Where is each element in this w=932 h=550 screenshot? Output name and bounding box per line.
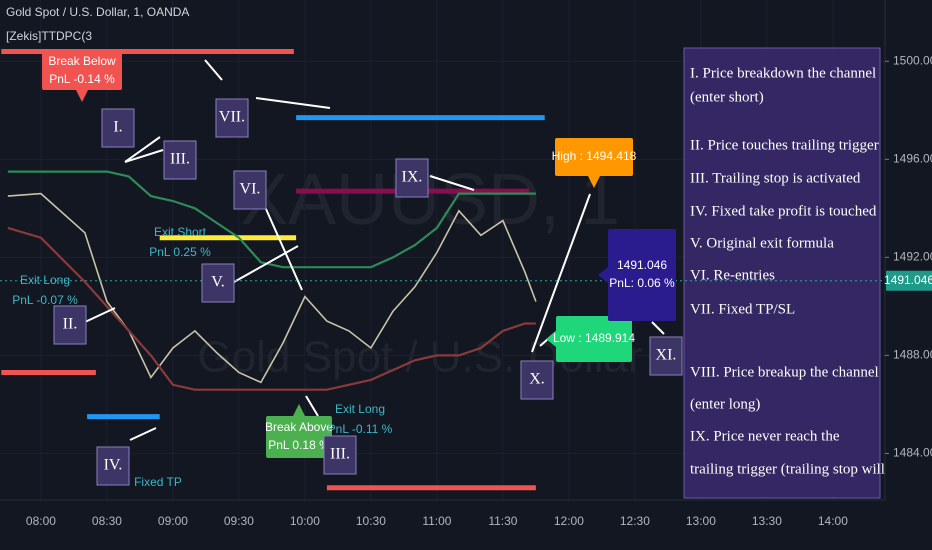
- step-label: I.: [113, 119, 122, 136]
- signal-text: PnL: 0.06 %: [609, 276, 675, 290]
- y-tick-label: 1492.000: [893, 250, 932, 264]
- exit-label: PnL -0.11 %: [328, 422, 393, 436]
- x-tick-label: 08:00: [26, 514, 56, 528]
- step-label: XI.: [656, 347, 677, 364]
- step-box: [233, 170, 267, 210]
- arrow: [129, 427, 157, 441]
- signal-text: Low : 1489.914: [553, 331, 635, 345]
- step-label: III.: [330, 446, 350, 463]
- step-label: V.: [211, 274, 225, 291]
- signal-box: [266, 416, 332, 458]
- step-box: [215, 98, 249, 138]
- note-line: II. Price touches trailing trigger: [690, 137, 879, 153]
- arrow: [261, 199, 303, 291]
- step-label: II.: [63, 316, 78, 333]
- notes-panel: [683, 47, 881, 499]
- exit-label: Exit Long: [20, 273, 70, 287]
- note-line: VIII. Price breakup the channel: [690, 364, 879, 380]
- signal-pointer: [293, 404, 305, 416]
- y-tick-label: 1500.000: [893, 53, 932, 67]
- signal-box: [608, 229, 676, 321]
- signal-text: 1491.046: [617, 258, 667, 272]
- step-box: [395, 158, 429, 198]
- current-price-box: [886, 270, 932, 291]
- note-line: V. Original exit formula: [690, 235, 834, 251]
- x-tick-label: 12:00: [554, 514, 584, 528]
- x-tick-label: 10:30: [356, 514, 386, 528]
- step-label: VI.: [240, 181, 261, 198]
- step-box: [520, 360, 554, 400]
- signal-text: Break Above: [265, 420, 333, 434]
- signal-box: [42, 52, 122, 90]
- arrow: [531, 193, 591, 353]
- note-line: (enter long): [690, 396, 760, 412]
- y-tick-label: 1484.000: [893, 446, 932, 460]
- signal-text: Break Below: [48, 54, 116, 68]
- signal-pointer: [76, 90, 88, 102]
- step-box: [201, 263, 235, 303]
- x-tick-label: 11:00: [422, 514, 451, 528]
- y-tick-label: 1496.000: [893, 151, 932, 165]
- signal-text: PnL 0.18 %: [268, 438, 330, 452]
- note-line: (enter short): [690, 89, 764, 105]
- arrow: [305, 395, 319, 417]
- step-box: [53, 305, 87, 345]
- step-label: IV.: [104, 457, 123, 474]
- note-line: III. Trailing stop is activated: [690, 170, 861, 186]
- x-tick-label: 08:30: [92, 514, 122, 528]
- note-line: IV. Fixed take profit is touched: [690, 203, 877, 219]
- step-box: [163, 140, 197, 180]
- note-line: trailing trigger (trailing stop will: [690, 461, 885, 477]
- note-line: VII. Fixed TP/SL: [690, 301, 795, 317]
- signal-pointer: [546, 331, 556, 347]
- exit-label: PnL -0.07 %: [12, 293, 78, 307]
- x-tick-label: 11:30: [488, 514, 517, 528]
- arrow: [84, 307, 116, 323]
- x-tick-label: 12:30: [620, 514, 650, 528]
- step-box: [323, 435, 357, 475]
- header-title: Gold Spot / U.S. Dollar, 1, OANDA: [6, 5, 189, 19]
- signal-box: [556, 316, 632, 362]
- exit-label: Exit Long: [335, 402, 385, 416]
- arrow: [124, 136, 161, 163]
- signal-pointer: [598, 267, 608, 283]
- signal-box: [555, 138, 633, 176]
- arrow: [255, 97, 331, 109]
- arrow: [204, 59, 223, 81]
- signal-text: PnL -0.14 %: [49, 72, 115, 86]
- note-line: I. Price breakdown the channel: [690, 65, 876, 81]
- step-label: IX.: [402, 169, 423, 186]
- x-tick-label: 09:30: [224, 514, 254, 528]
- signal-pointer: [588, 176, 600, 188]
- channel-line: [7, 226, 536, 391]
- exit-label: PnL 0.25 %: [149, 245, 211, 259]
- x-tick-label: 14:00: [818, 514, 848, 528]
- note-line: IX. Price never reach the: [690, 428, 840, 444]
- arrow: [651, 321, 665, 335]
- x-tick-label: 13:30: [752, 514, 782, 528]
- step-box: [96, 446, 130, 486]
- header-indicator: [Zekis]TTDPC(3: [6, 29, 92, 43]
- exit-label: Fixed TP: [134, 475, 182, 489]
- note-line: VI. Re-entries: [690, 267, 775, 283]
- arrow: [124, 149, 164, 163]
- x-tick-label: 10:00: [290, 514, 320, 528]
- step-label: III.: [170, 151, 190, 168]
- channel-line: [7, 170, 536, 269]
- arrow: [233, 245, 299, 283]
- x-tick-label: 13:00: [686, 514, 716, 528]
- arrow: [429, 175, 475, 191]
- step-box: [101, 108, 135, 148]
- y-tick-label: 1488.000: [893, 348, 932, 362]
- step-label: X.: [529, 371, 545, 388]
- exit-label: Exit Short: [154, 225, 207, 239]
- step-label: VII.: [219, 109, 245, 126]
- step-box: [649, 336, 683, 376]
- current-price-label: 1491.046: [884, 273, 932, 287]
- signal-text: High : 1494.418: [552, 149, 637, 163]
- x-tick-label: 09:00: [158, 514, 188, 528]
